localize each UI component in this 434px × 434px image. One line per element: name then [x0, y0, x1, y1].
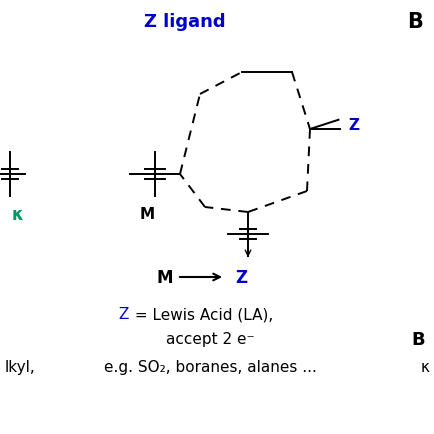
Text: Z ligand: Z ligand	[144, 13, 225, 31]
Text: Z: Z	[118, 307, 128, 322]
Text: e.g. SO₂, boranes, alanes ...: e.g. SO₂, boranes, alanes ...	[103, 360, 316, 375]
Text: κ: κ	[420, 360, 429, 375]
Text: Z: Z	[234, 268, 247, 286]
Text: lkyl,: lkyl,	[5, 360, 36, 375]
Text: M: M	[156, 268, 173, 286]
Text: B: B	[411, 330, 424, 348]
Text: accept 2 e⁻: accept 2 e⁻	[165, 332, 253, 347]
Text: κ: κ	[12, 206, 24, 224]
Text: Z: Z	[347, 117, 358, 132]
Text: M: M	[139, 207, 154, 222]
Text: B: B	[406, 12, 422, 32]
Text: = Lewis Acid (LA),: = Lewis Acid (LA),	[130, 307, 273, 322]
